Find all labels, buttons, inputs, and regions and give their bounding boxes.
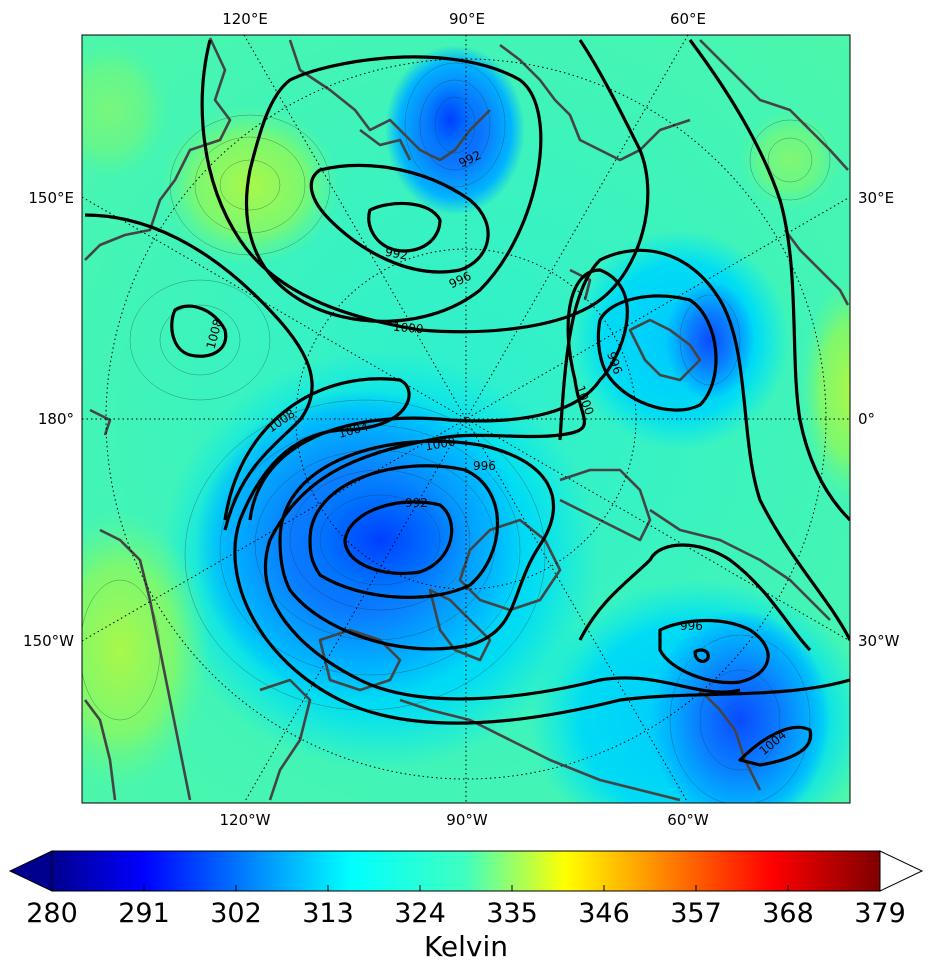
colorbar: 280 291 302 313 324 335 346 357 368 379 Kelvin bbox=[8, 850, 924, 963]
contour-label: 992 bbox=[384, 245, 409, 263]
colorbar-tick-label: 313 bbox=[302, 898, 354, 929]
lon-label-bottom: 90°W bbox=[446, 811, 488, 829]
colorbar-tick-label: 335 bbox=[486, 898, 538, 929]
coastlines bbox=[83, 37, 850, 802]
colorbar-outline bbox=[51, 850, 881, 892]
pressure-contours bbox=[84, 39, 850, 767]
lon-label-top: 90°E bbox=[449, 10, 485, 28]
contour-label: 1000 bbox=[392, 320, 424, 337]
lon-label-left: 180° bbox=[38, 410, 74, 428]
colorbar-tick-label: 379 bbox=[854, 898, 906, 929]
contour-label: 1000 bbox=[424, 434, 457, 453]
map-frame bbox=[81, 34, 851, 804]
longitude-labels: 120°E 90°E 60°E 120°W 90°W 60°W 150°E 18… bbox=[23, 10, 900, 829]
colorbar-ticks: 280 291 302 313 324 335 346 357 368 379 bbox=[26, 885, 906, 929]
contour-label: 996 bbox=[680, 619, 703, 633]
colorbar-tick-label: 346 bbox=[578, 898, 630, 929]
colorbar-tick-label: 302 bbox=[210, 898, 262, 929]
contour-label: 996 bbox=[473, 459, 496, 473]
colorbar-tick-label: 280 bbox=[26, 898, 78, 929]
colorbar-extend-low bbox=[8, 850, 53, 892]
lon-label-left: 150°W bbox=[23, 632, 74, 650]
colorbar-tick-label: 324 bbox=[394, 898, 446, 929]
colorbar-ramp bbox=[52, 851, 880, 891]
lon-label-right: 0° bbox=[858, 410, 875, 428]
colorbar-tick-label: 368 bbox=[762, 898, 814, 929]
colorbar-label: Kelvin bbox=[424, 930, 508, 963]
lon-label-top: 120°E bbox=[222, 10, 268, 28]
lon-label-bottom: 120°W bbox=[220, 811, 271, 829]
lon-label-right: 30°W bbox=[858, 632, 900, 650]
colorbar-tick-label: 291 bbox=[118, 898, 170, 929]
colorbar-tick-label: 357 bbox=[670, 898, 722, 929]
colorbar-extend-high bbox=[879, 850, 924, 892]
lon-label-bottom: 60°W bbox=[667, 811, 709, 829]
lon-label-top: 60°E bbox=[670, 10, 706, 28]
lon-label-right: 30°E bbox=[858, 189, 894, 207]
lon-label-left: 150°E bbox=[28, 189, 74, 207]
contour-label: 992 bbox=[405, 496, 428, 510]
